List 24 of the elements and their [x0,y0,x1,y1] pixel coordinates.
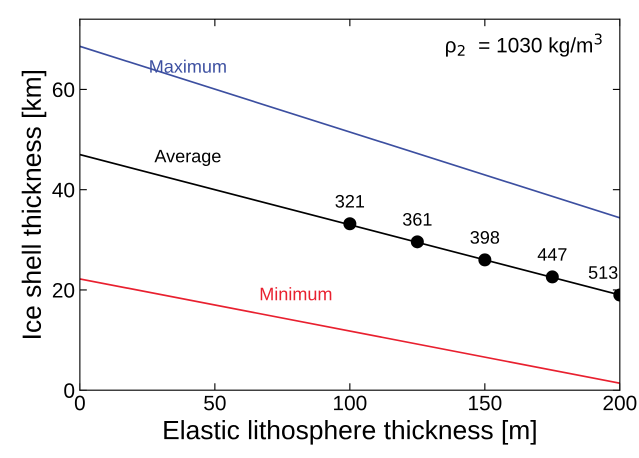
x-tick-label: 200 [604,396,636,410]
y-axis-title: Ice shell thickness [km] [22,70,46,338]
annotation: ρ$_{2}$ = 1030 kg/m$^{3}$ [446,34,602,57]
annotation: 513 [588,266,618,279]
series-label: Minimum [260,287,332,300]
annotation: 361 [402,212,432,226]
y-tick-label: 40 [52,182,74,198]
series-label: Maximum [150,60,226,73]
x-tick-label: 100 [334,396,366,410]
annotation: 447 [538,248,566,261]
x-tick-label: 50 [204,396,226,410]
series-label: Average [154,150,221,166]
y-tick-label: 20 [52,282,74,298]
point [478,253,492,266]
x-axis-title: Elastic lithosphere thickness [m] [164,420,536,445]
x-tick-label: 0 [74,396,85,410]
annotation: 321 [335,194,364,208]
x-tick-label: 150 [469,396,502,410]
y-tick-label: 60 [52,82,74,98]
point [343,217,356,230]
annotation: 398 [470,231,500,244]
point [546,270,559,284]
point [410,235,424,248]
y-tick-label: 0 [64,383,74,398]
